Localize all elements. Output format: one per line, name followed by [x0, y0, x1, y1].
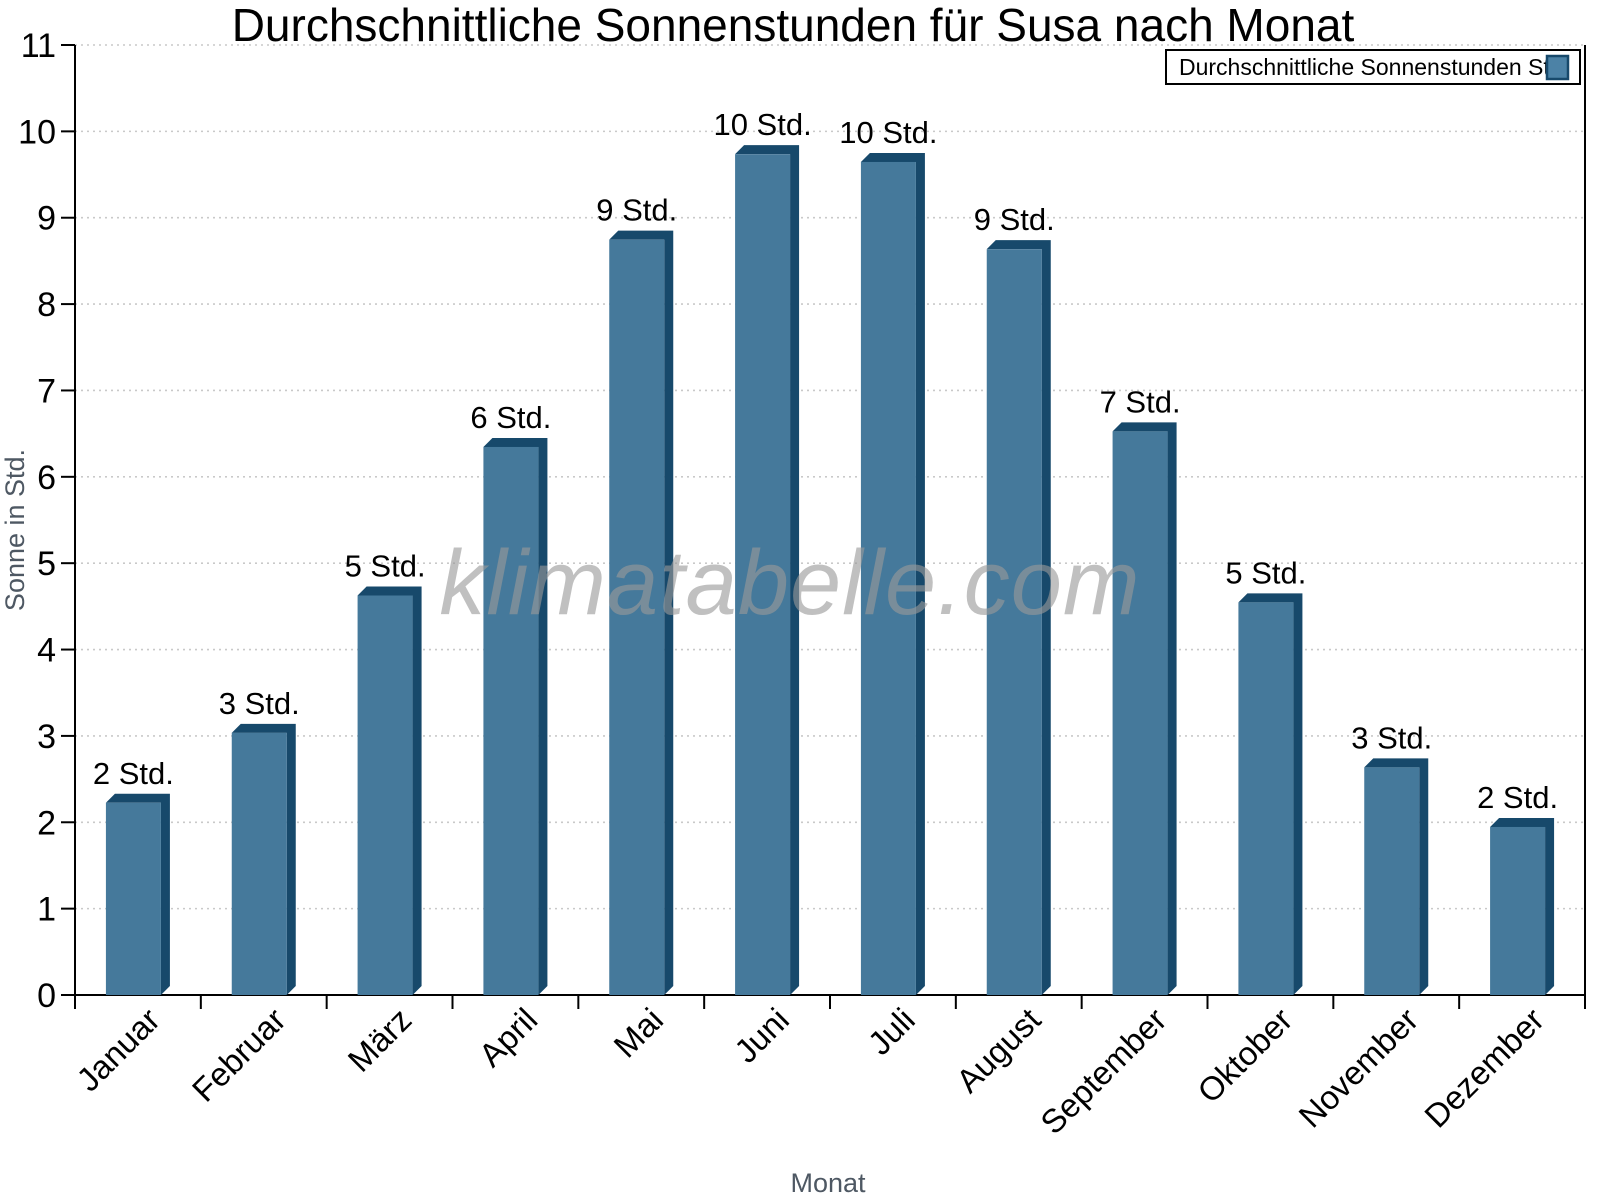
bar-value-label: 6 Std.	[470, 400, 551, 435]
watermark-text: klimatabelle.com	[439, 532, 1140, 634]
bar-3d-edge	[1238, 593, 1303, 995]
x-category-label: März	[341, 1001, 419, 1079]
bar-3d-edge	[105, 793, 170, 995]
x-category-label: Januar	[69, 1001, 167, 1099]
bar-value-label: 10 Std.	[839, 115, 937, 150]
bar-series	[105, 145, 1555, 996]
y-tick-label: 8	[37, 286, 56, 324]
bar-value-label: 10 Std.	[713, 107, 811, 142]
y-tick-label: 5	[37, 545, 56, 583]
bar	[357, 595, 413, 995]
y-tick-label: 6	[37, 459, 56, 497]
legend-label: Durchschnittliche Sonnenstunden Std.	[1179, 54, 1569, 80]
bar-3d-edge	[1364, 758, 1429, 995]
x-axis-title: Monat	[790, 1168, 866, 1198]
bar	[1238, 602, 1294, 995]
y-tick-label: 9	[37, 200, 56, 238]
y-tick-label: 1	[37, 891, 56, 929]
bar-3d-edge	[1490, 817, 1555, 995]
bar-value-labels: 2 Std. 3 Std. 5 Std. 6 Std. 9 Std. 10 Std. 10 …	[93, 107, 1558, 815]
chart-title: Durchschnittliche Sonnenstunden für Susa…	[232, 0, 1355, 51]
bar	[1364, 767, 1420, 995]
x-category-label: November	[1291, 1001, 1425, 1135]
bar-3d-edge	[357, 586, 422, 995]
x-category-label: Mai	[606, 1001, 670, 1065]
bar-value-label: 5 Std.	[345, 549, 426, 584]
bar-3d-edge	[231, 723, 296, 995]
x-category-label: Juli	[861, 1001, 922, 1062]
legend-swatch-icon	[1545, 54, 1570, 81]
bar	[860, 161, 916, 996]
bar-3d-edge	[483, 437, 548, 995]
x-axis-category-labels: Januar Februar März April Mai Juni Juli AugustS…	[69, 1001, 1551, 1141]
x-category-label: Juni	[727, 1001, 796, 1070]
axes	[61, 44, 1586, 1009]
bar	[105, 802, 161, 995]
x-category-label: Dezember	[1417, 1001, 1551, 1135]
bar-value-label: 3 Std.	[1351, 720, 1432, 755]
bar	[231, 732, 287, 995]
y-tick-label: 7	[37, 372, 56, 410]
legend: Durchschnittliche Sonnenstunden Std.	[1165, 49, 1581, 85]
y-axis-tick-labels: 0 1 2 3 4 5 6 7 8 9 10 11	[18, 27, 56, 1015]
y-tick-label: 0	[37, 977, 56, 1015]
x-category-label: August	[949, 1001, 1048, 1100]
x-category-label: September	[1033, 1001, 1173, 1141]
bar-value-label: 9 Std.	[974, 202, 1055, 237]
bar-value-label: 3 Std.	[219, 686, 300, 721]
y-tick-label: 3	[37, 718, 56, 756]
bar-3d-edge	[860, 152, 925, 996]
bar-3d-edge	[1112, 422, 1177, 996]
y-tick-label: 11	[21, 27, 56, 65]
gridlines	[75, 44, 1585, 910]
bar	[735, 154, 791, 995]
y-tick-label: 10	[18, 113, 56, 151]
y-tick-label: 2	[37, 804, 56, 842]
bar-3d-edge	[986, 240, 1051, 995]
bar-3d-edge	[735, 145, 800, 995]
x-category-label: Februar	[185, 1001, 293, 1109]
y-tick-label: 4	[37, 632, 56, 670]
bar	[986, 249, 1042, 995]
bar-3d-edge	[609, 230, 674, 995]
legend-frame	[1165, 49, 1581, 85]
bar	[609, 239, 665, 995]
bar-value-label: 7 Std.	[1100, 384, 1181, 419]
x-category-label: Oktober	[1190, 1001, 1299, 1110]
bar-value-label: 9 Std.	[596, 193, 677, 228]
x-category-label: April	[472, 1001, 545, 1074]
bar	[1490, 826, 1546, 995]
bar	[1112, 431, 1168, 996]
y-axis-title: Sonne in Std.	[0, 449, 30, 611]
bar-value-label: 2 Std.	[93, 756, 174, 791]
bar-value-label: 2 Std.	[1477, 780, 1558, 815]
bar	[483, 446, 539, 995]
bar-value-label: 5 Std.	[1225, 555, 1306, 590]
